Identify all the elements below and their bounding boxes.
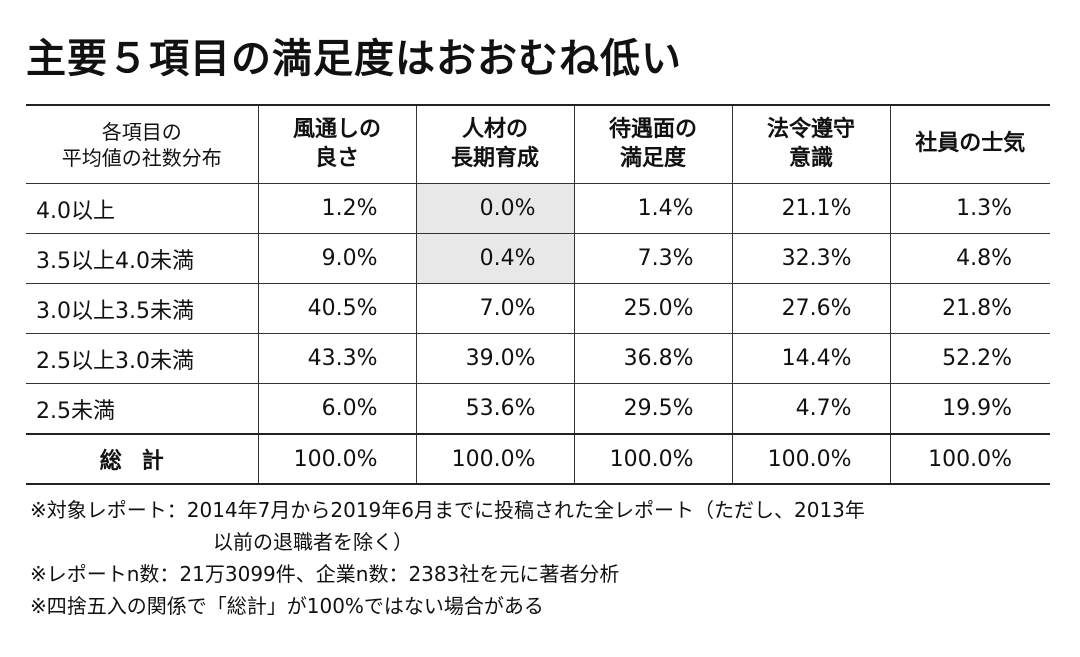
total-cell: 100.0%: [574, 433, 733, 485]
table-cell: 27.6%: [732, 283, 891, 334]
table-cell: 9.0%: [258, 233, 417, 284]
total-cell: 100.0%: [732, 433, 891, 485]
column-header-hourei: 法令遵守 意識: [732, 104, 891, 184]
footnote-sample-size: ※レポートn数：21万3099件、企業n数：2383社を元に著者分析: [30, 562, 620, 586]
footnote-source: ※対象レポート：2014年7月から2019年6月までに投稿された全レポート（ただ…: [30, 498, 865, 522]
footnote-rounding: ※四捨五入の関係で「総計」が100%ではない場合がある: [30, 594, 544, 618]
table-cell: 7.0%: [416, 283, 575, 334]
row-label: 2.5以上3.0未満: [26, 333, 259, 384]
column-header-shiki: 社員の士気: [890, 104, 1050, 184]
corner-header-line-2: 平均値の社数分布: [61, 145, 222, 170]
column-header-line: 満足度: [619, 145, 686, 171]
total-row: 総計 100.0% 100.0% 100.0% 100.0% 100.0%: [26, 433, 1050, 485]
column-header-taiguu: 待遇面の 満足度: [574, 104, 733, 184]
table-cell: 53.6%: [416, 383, 575, 435]
column-header-line: 法令遵守: [766, 116, 855, 142]
table-cell: 7.3%: [574, 233, 733, 284]
table-cell: 21.8%: [890, 283, 1050, 334]
table-cell: 43.3%: [258, 333, 417, 384]
corner-header-line-1: 各項目の: [101, 119, 182, 144]
distribution-table: 各項目の 平均値の社数分布 風通しの 良さ 人材の 長期育成 待遇面の 満足度 …: [26, 104, 1050, 485]
table-cell: 4.8%: [890, 233, 1050, 284]
table-row: 2.5以上3.0未満 43.3% 39.0% 36.8% 14.4% 52.2%: [26, 333, 1050, 384]
table-row: 3.5以上4.0未満 9.0% 0.4% 7.3% 32.3% 4.8%: [26, 233, 1050, 284]
table-cell: 29.5%: [574, 383, 733, 435]
table-cell: 4.7%: [732, 383, 891, 435]
column-header-line: 長期育成: [450, 145, 539, 171]
table-cell: 21.1%: [732, 183, 891, 234]
table-cell: 52.2%: [890, 333, 1050, 384]
column-header-jinzai: 人材の 長期育成: [416, 104, 575, 184]
table-cell: 1.4%: [574, 183, 733, 234]
table-row: 2.5未満 6.0% 53.6% 29.5% 4.7% 19.9%: [26, 383, 1050, 435]
table-cell: 32.3%: [732, 233, 891, 284]
page-title: 主要５項目の満足度はおおむね低い: [26, 36, 682, 82]
column-header-line: 社員の士気: [915, 131, 1026, 157]
table-cell: 39.0%: [416, 333, 575, 384]
row-label: 3.5以上4.0未満: [26, 233, 259, 284]
table-cell: 1.2%: [258, 183, 417, 234]
table-row: 3.0以上3.5未満 40.5% 7.0% 25.0% 27.6% 21.8%: [26, 283, 1050, 334]
table-cell-highlighted: 0.4%: [416, 233, 575, 284]
table-cell: 36.8%: [574, 333, 733, 384]
header-row: 各項目の 平均値の社数分布 風通しの 良さ 人材の 長期育成 待遇面の 満足度 …: [26, 104, 1050, 184]
table-cell: 1.3%: [890, 183, 1050, 234]
table-cell: 19.9%: [890, 383, 1050, 435]
column-header-line: 意識: [788, 145, 833, 171]
corner-header: 各項目の 平均値の社数分布: [26, 104, 259, 184]
table-row: 4.0以上 1.2% 0.0% 1.4% 21.1% 1.3%: [26, 183, 1050, 234]
table-cell: 40.5%: [258, 283, 417, 334]
column-header-line: 風通しの: [292, 116, 381, 142]
column-header-line: 良さ: [314, 145, 359, 171]
footnotes: ※対象レポート：2014年7月から2019年6月までに投稿された全レポート（ただ…: [30, 494, 1060, 622]
row-label: 2.5未満: [26, 383, 259, 435]
total-cell: 100.0%: [258, 433, 417, 485]
footnote-source-cont: 以前の退職者を除く）: [213, 530, 413, 554]
table-cell: 25.0%: [574, 283, 733, 334]
table-cell: 6.0%: [258, 383, 417, 435]
table-cell-highlighted: 0.0%: [416, 183, 575, 234]
total-label: 総計: [26, 433, 259, 485]
table-cell: 14.4%: [732, 333, 891, 384]
row-label: 4.0以上: [26, 183, 259, 234]
column-header-kazetooshi: 風通しの 良さ: [258, 104, 417, 184]
total-cell: 100.0%: [416, 433, 575, 485]
total-cell: 100.0%: [890, 433, 1050, 485]
row-label: 3.0以上3.5未満: [26, 283, 259, 334]
column-header-line: 待遇面の: [608, 116, 697, 142]
column-header-line: 人材の: [461, 116, 528, 142]
